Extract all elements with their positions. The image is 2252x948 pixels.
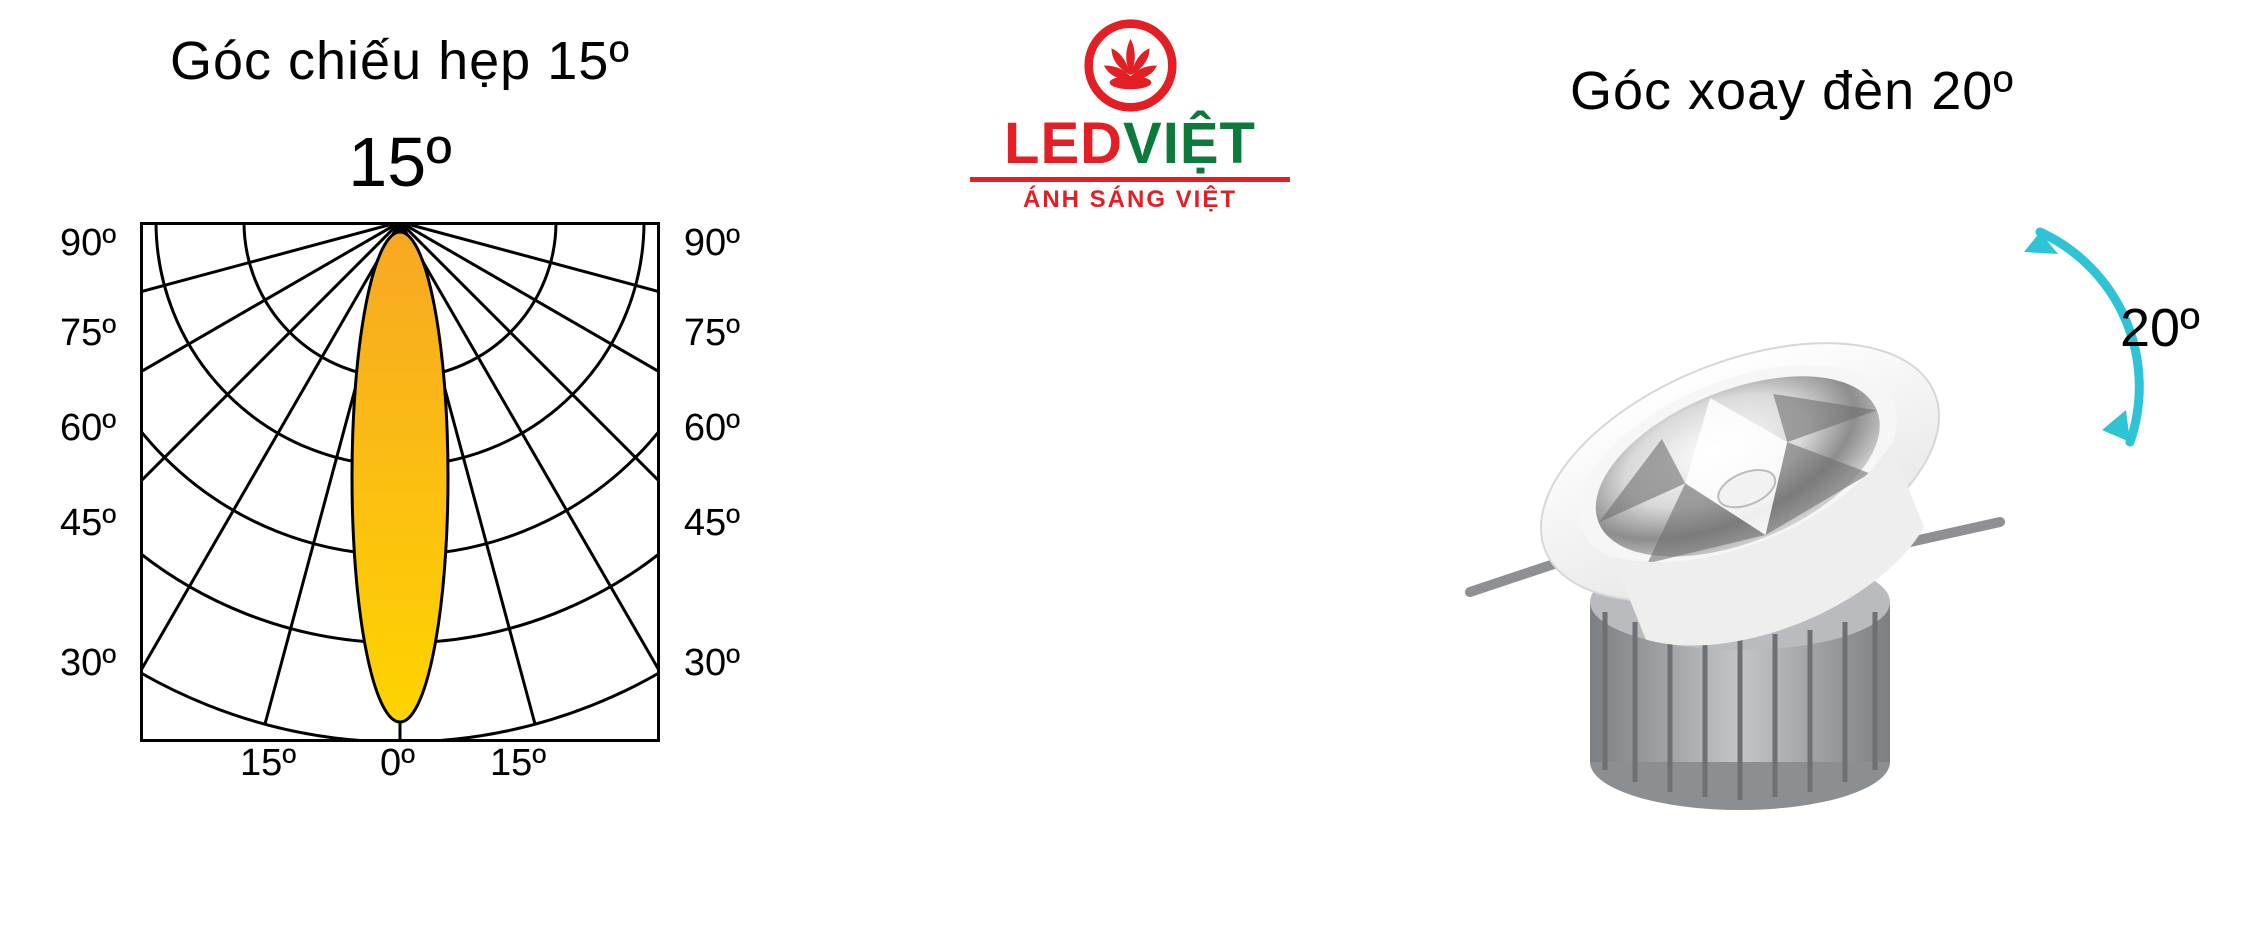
- lotus-icon: [1083, 18, 1178, 113]
- logo-tagline: ÁNH SÁNG VIỆT: [930, 186, 1330, 214]
- lamp-icon: [1460, 212, 2020, 812]
- logo-led: LED: [1004, 111, 1123, 176]
- lamp-figure: 20º: [1420, 182, 2240, 822]
- axis-label-left-30: 30º: [60, 642, 116, 685]
- axis-label-bottom-0: 0º: [380, 742, 415, 785]
- beam-angle-panel: Góc chiếu hẹp 15º 15º 90º 75º 60º 45º 30…: [60, 30, 740, 832]
- axis-label-left-45: 45º: [60, 502, 116, 545]
- axis-label-right-45: 45º: [684, 502, 740, 545]
- logo-viet: VIỆT: [1123, 111, 1256, 176]
- axis-label-right-60: 60º: [684, 407, 740, 450]
- axis-label-right-30: 30º: [684, 642, 740, 685]
- axis-label-bottom-15l: 15º: [240, 742, 296, 785]
- tilt-angle-title: Góc xoay đèn 20º: [1420, 60, 2240, 122]
- axis-label-left-60: 60º: [60, 407, 116, 450]
- axis-label-right-75: 75º: [684, 312, 740, 355]
- beam-angle-title: Góc chiếu hẹp 15º: [60, 30, 740, 92]
- tilt-value: 20º: [2120, 297, 2200, 359]
- brand-logo: LEDVIỆT ÁNH SÁNG VIỆT: [930, 18, 1330, 214]
- logo-underline: [970, 177, 1290, 182]
- axis-label-right-90: 90º: [684, 222, 740, 265]
- logo-wordmark: LEDVIỆT: [930, 115, 1330, 173]
- axis-label-left-90: 90º: [60, 222, 116, 265]
- tilt-angle-panel: Góc xoay đèn 20º 20º: [1420, 60, 2240, 822]
- axis-label-bottom-15r: 15º: [490, 742, 546, 785]
- beam-angle-main: 15º: [60, 122, 740, 202]
- polar-chart: 90º 75º 60º 45º 30º 90º 75º 60º 45º 30º …: [60, 212, 740, 832]
- axis-label-left-75: 75º: [60, 312, 116, 355]
- polar-grid-svg: [140, 222, 660, 742]
